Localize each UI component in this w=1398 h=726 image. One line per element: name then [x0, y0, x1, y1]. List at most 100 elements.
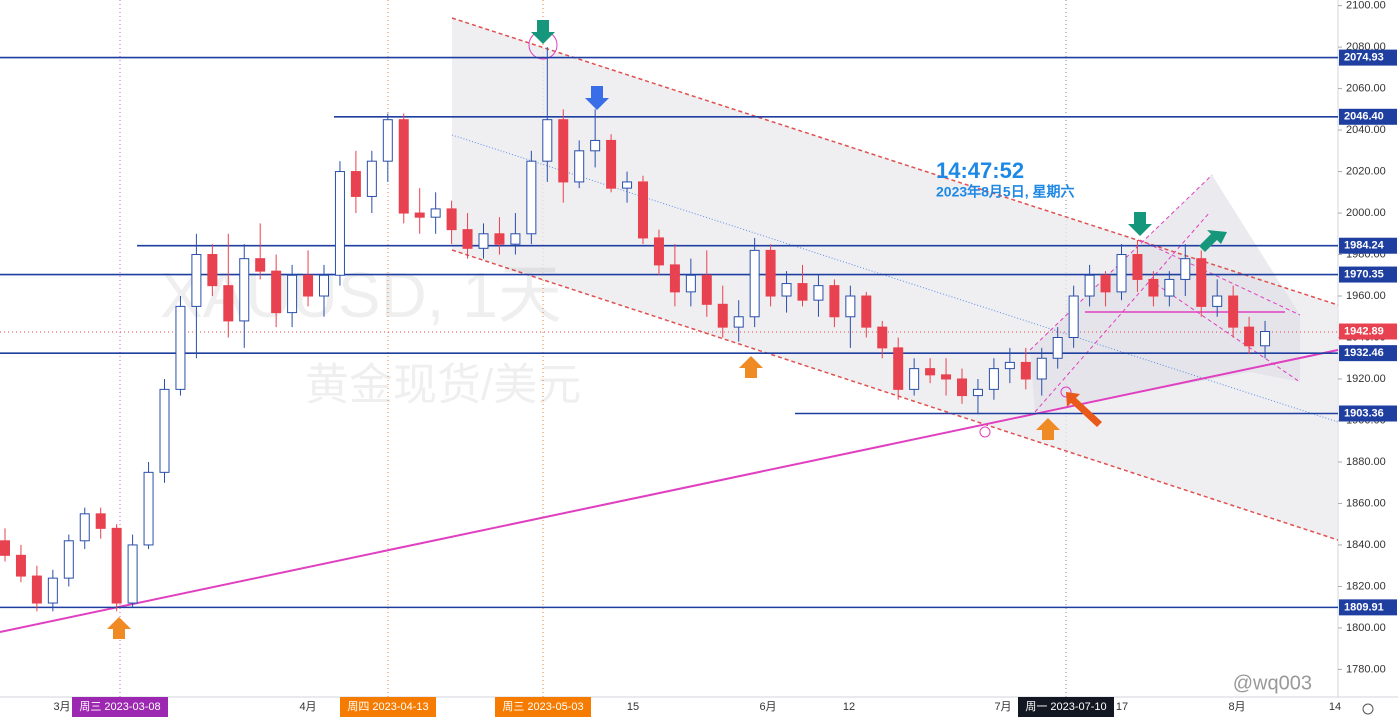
candle-body	[462, 229, 473, 249]
candle-body	[159, 388, 170, 473]
candle-body	[95, 513, 106, 529]
candle-body	[733, 316, 744, 328]
candle-body	[1212, 295, 1223, 307]
candle-body	[606, 139, 617, 189]
level-label: 1932.46	[1344, 347, 1384, 359]
candle-body	[909, 368, 920, 390]
candle-body	[287, 274, 298, 314]
y-tick-label: 2060.00	[1346, 82, 1386, 94]
candle-body	[653, 237, 664, 266]
candle-body	[957, 378, 967, 397]
level-label-box	[1339, 49, 1397, 66]
candle-body	[478, 233, 489, 249]
candle-body	[430, 208, 441, 218]
candle-body	[1116, 254, 1127, 293]
candle-body	[622, 181, 633, 189]
candle-body	[1196, 258, 1207, 307]
sub-channel	[1149, 279, 1301, 383]
y-tick-label: 1820.00	[1346, 580, 1386, 592]
candle-body	[941, 374, 952, 380]
arrow	[1036, 418, 1060, 440]
candle-body	[781, 283, 792, 297]
date-badge-label: 周一 2023-07-10	[1025, 700, 1106, 713]
candle-body	[542, 119, 553, 162]
candle-body	[1244, 326, 1255, 347]
arrow	[1199, 230, 1227, 252]
arrow	[1066, 392, 1102, 427]
candles	[0, 47, 1271, 612]
level-label: 2046.40	[1344, 111, 1384, 123]
y-tick-label: 1800.00	[1346, 622, 1386, 634]
arrow	[107, 617, 131, 639]
candle-body	[15, 554, 26, 577]
candle-body	[191, 254, 202, 307]
candle-body	[255, 258, 266, 272]
candle-body	[175, 305, 186, 390]
date-badge	[495, 697, 591, 717]
candle-body	[143, 471, 154, 546]
channel-top	[451, 17, 1339, 306]
candle-body	[701, 274, 712, 305]
last-price-label: 1942.89	[1344, 325, 1384, 337]
candle-body	[749, 249, 760, 318]
settings-icon[interactable]	[1362, 703, 1374, 715]
candle-body	[47, 577, 58, 604]
y-tick-label: 1860.00	[1346, 497, 1386, 509]
candle-body	[813, 285, 824, 301]
candle-body	[925, 368, 936, 376]
candle-body	[0, 540, 10, 556]
candle-body	[797, 283, 808, 301]
candle-body	[1260, 331, 1271, 347]
y-tick-label: 1880.00	[1346, 456, 1386, 468]
x-tick-label: 15	[627, 701, 639, 713]
x-tick-label: 4月	[299, 701, 316, 713]
level-label-box	[1339, 345, 1397, 362]
date-badge	[72, 697, 168, 717]
candle-body	[1084, 274, 1095, 297]
highlight-circle	[979, 426, 991, 438]
candle-body	[1004, 361, 1015, 370]
candle-body	[63, 540, 74, 579]
candle-body	[1132, 254, 1143, 280]
date-badge-label: 周三 2023-05-03	[502, 700, 583, 713]
candle-body	[765, 249, 776, 297]
candle-body	[861, 295, 872, 328]
level-label: 1903.36	[1344, 407, 1384, 419]
candle-body	[350, 171, 361, 197]
watermark-symbol: XAUUSD, 1天	[160, 259, 562, 331]
axes: 2100.002080.002060.002040.002020.002000.…	[53, 0, 1397, 717]
candle-body	[334, 171, 345, 276]
clock-date: 2023年8月5日, 星期六	[936, 184, 1075, 200]
level-label-box	[1339, 405, 1397, 422]
candle-body	[111, 527, 122, 604]
candle-body	[79, 513, 90, 542]
x-tick-label: 6月	[759, 701, 776, 713]
candle-body	[972, 388, 983, 397]
candle-body	[1180, 258, 1191, 280]
clock: 14:47:52	[936, 158, 1024, 183]
y-tick-label: 1840.00	[1346, 539, 1386, 551]
candle-body	[558, 119, 569, 183]
x-tick-label: 8月	[1228, 701, 1245, 713]
level-label-box	[1339, 237, 1397, 254]
y-tick-label: 1920.00	[1346, 373, 1386, 385]
channel-mid	[451, 134, 1339, 423]
candle-body	[366, 160, 377, 197]
candle-body	[829, 285, 840, 318]
candle-body	[319, 274, 329, 297]
candle-body	[638, 181, 648, 239]
candle-body	[494, 233, 505, 245]
candle-body	[526, 160, 537, 235]
arrows	[107, 20, 1227, 639]
candle-body	[1100, 274, 1111, 293]
arrow	[739, 356, 763, 378]
y-tick-label: 2000.00	[1346, 207, 1386, 219]
x-tick-label: 7月	[994, 701, 1011, 713]
date-badge-label: 周三 2023-03-08	[79, 700, 160, 713]
candle-body	[271, 270, 282, 314]
candle-body	[685, 274, 696, 293]
candle-body	[398, 119, 409, 214]
candle-body	[1228, 295, 1239, 328]
y-tick-label: 1780.00	[1346, 663, 1386, 675]
